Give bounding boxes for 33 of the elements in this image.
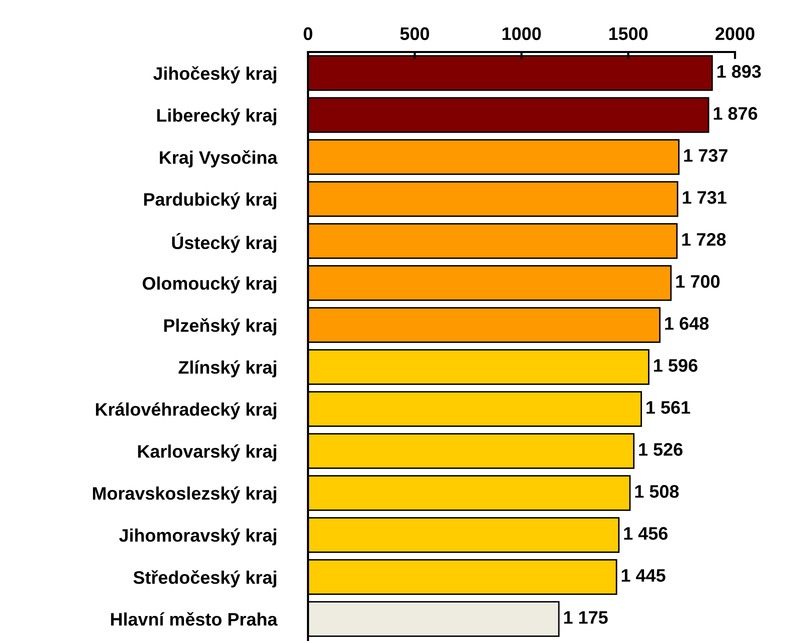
y-tick-label: Olomoucký kraj <box>142 276 276 294</box>
data-label: 1 876 <box>714 107 758 120</box>
y-tick-label: Ústecký kraj <box>172 233 276 253</box>
y-tick-label: Liberecký kraj <box>157 108 276 126</box>
data-label: 1 731 <box>682 191 726 204</box>
data-label: 1 445 <box>622 569 666 582</box>
data-label: 1 596 <box>654 359 698 372</box>
y-tick-label: Středočeský kraj <box>133 570 276 588</box>
data-label: 1 456 <box>624 527 668 540</box>
data-label: 1 893 <box>717 65 761 78</box>
y-tick-label: Plzeňský kraj <box>164 318 276 336</box>
y-tick-label: Hlavní město Praha <box>111 612 278 626</box>
x-tick-label: 0 <box>304 27 312 40</box>
x-tick-label: 500 <box>400 27 430 40</box>
y-tick-label: Jihomoravský kraj <box>119 528 276 546</box>
data-label: 1 175 <box>564 611 608 624</box>
y-tick-label: Pardubický kraj <box>144 192 276 210</box>
data-label: 1 526 <box>639 443 682 456</box>
data-label: 1 728 <box>682 233 726 246</box>
data-label: 1 737 <box>684 149 728 162</box>
y-tick-label: Moravskoslezský kraj <box>92 486 276 504</box>
y-tick-label: Zlínský kraj <box>178 360 276 378</box>
y-tick-label: Karlovarský kraj <box>138 444 276 462</box>
data-label: 1 648 <box>665 317 709 330</box>
x-tick-label: 1500 <box>609 27 648 40</box>
x-tick-label: 1000 <box>502 27 541 40</box>
x-tick-label: 2000 <box>716 27 754 40</box>
data-label: 1 561 <box>646 401 690 414</box>
y-tick-label: Královéhradecký kraj <box>96 402 276 420</box>
data-label: 1 700 <box>676 275 720 288</box>
y-tick-label: Kraj Vysočina <box>160 150 278 168</box>
y-tick-label: Jihočeský kraj <box>153 66 276 84</box>
data-label: 1 508 <box>635 485 679 498</box>
